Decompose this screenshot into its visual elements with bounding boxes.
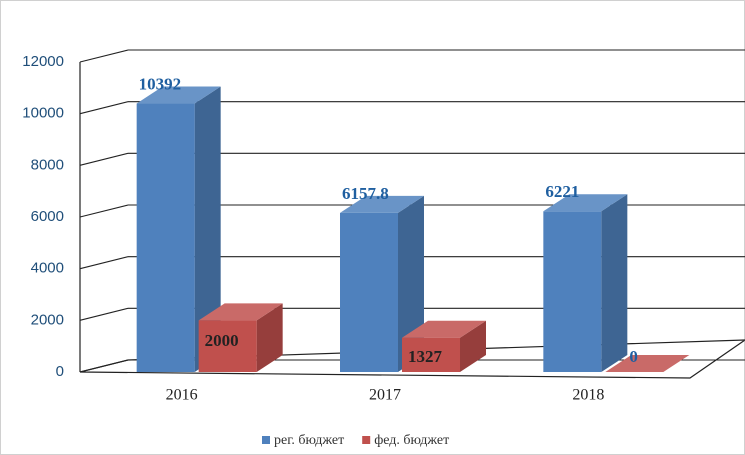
bar-top (340, 195, 424, 213)
data-label: 6157.8 (342, 184, 389, 203)
data-label: 1327 (408, 347, 443, 366)
data-label: 2000 (205, 331, 239, 350)
bar-top (136, 86, 221, 104)
data-label: 0 (629, 347, 638, 366)
side-grid-line (79, 49, 129, 63)
bar-side (460, 320, 486, 372)
side-grid-line (79, 204, 129, 218)
side-grid-line (79, 152, 129, 166)
legend-swatch (362, 436, 371, 444)
side-grid-line (79, 256, 129, 270)
bar-top (402, 320, 486, 338)
side-grid-line (79, 101, 129, 115)
side-grid-line (79, 359, 129, 373)
bar-side (194, 86, 221, 372)
y-tick-label: 6000 (31, 208, 64, 225)
bar (198, 320, 257, 372)
bar-top (543, 194, 628, 212)
data-label: 10392 (139, 74, 182, 93)
y-tick-label: 8000 (31, 156, 64, 173)
data-label: 6221 (545, 182, 579, 201)
legend-swatch (262, 436, 270, 444)
y-tick-label: 0 (56, 363, 64, 380)
bar-side (601, 194, 628, 372)
bar (402, 337, 460, 372)
x-tick-label: 2018 (572, 387, 604, 404)
bar (136, 103, 195, 372)
side-grid-line (79, 307, 129, 321)
bar-top (198, 303, 283, 321)
x-tick-label: 2016 (166, 387, 198, 404)
y-tick-label: 2000 (31, 311, 64, 328)
bar (543, 211, 602, 372)
y-tick-label: 12000 (22, 53, 64, 70)
legend-label: фед. бюджет (374, 433, 449, 448)
x-tick-label: 2017 (369, 387, 401, 404)
legend-label: рег. бюджет (274, 433, 344, 448)
y-tick-label: 4000 (31, 260, 64, 277)
y-tick-label: 10000 (22, 105, 64, 122)
bar-top (605, 355, 690, 372)
bar (340, 212, 398, 372)
bar-side (256, 303, 283, 372)
